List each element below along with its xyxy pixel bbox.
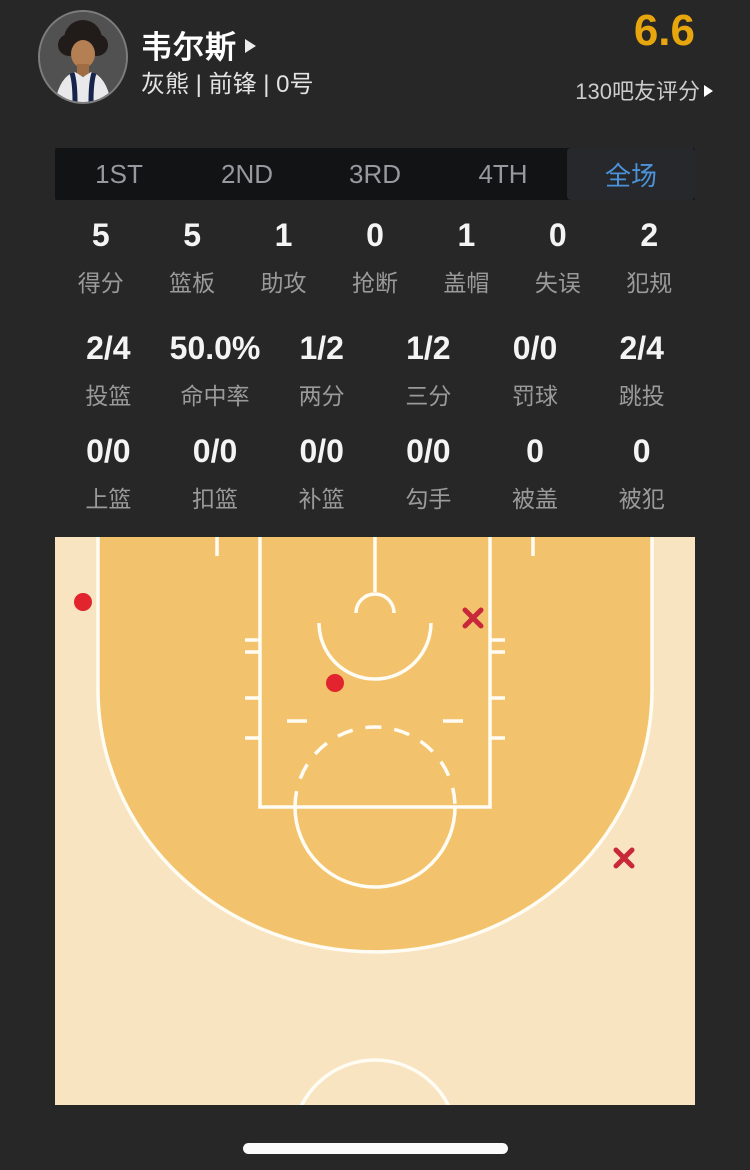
quarter-tabbar: 1ST 2ND 3RD 4TH 全场 [55,148,695,200]
stat-dunks: 0/0 扣篮 [162,434,269,514]
stat-label: 跳投 [618,383,665,409]
missed-shot-marker [613,847,635,869]
rating-votes-link[interactable]: 130吧友评分 [575,74,713,106]
stat-free-throws: 0/0 罚球 [482,331,589,411]
paint-key [258,537,492,809]
stat-label: 罚球 [512,383,559,409]
stat-points: 5 得分 [55,218,146,298]
stat-value: 0/0 [512,330,558,366]
rating-votes-label: 130吧友评分 [575,79,700,104]
stat-label: 失误 [534,270,581,296]
player-rating: 6.6 [633,6,695,55]
tab-1st[interactable]: 1ST [95,158,143,189]
lane-hash-marks [245,638,505,740]
stat-assists: 1 助攻 [238,218,329,298]
player-name-row[interactable]: 韦尔斯 [141,22,256,67]
stat-label: 被犯 [618,486,665,512]
free-throw-circle-dashed [293,725,457,808]
center-circle [299,1058,451,1105]
home-indicator[interactable] [243,1143,508,1154]
stat-label: 被盖 [512,486,559,512]
stat-value: 50.0% [169,330,261,366]
stat-label: 上篮 [85,486,132,512]
stat-fg-percent: 50.0% 命中率 [162,331,269,411]
stat-rebounds: 5 篮板 [146,218,237,298]
stat-value: 0/0 [406,433,451,469]
stat-value: 5 [183,217,202,253]
stat-value: 0/0 [86,433,131,469]
stat-value: 0/0 [299,433,344,469]
stat-label: 扣篮 [192,486,238,512]
player-photo [40,12,126,102]
stat-label: 篮板 [169,270,216,296]
stat-label: 投篮 [85,383,132,409]
stat-fouls-drawn: 0 被犯 [588,434,695,514]
stat-three-pointers: 1/2 三分 [375,331,482,411]
stat-value: 0 [366,217,384,253]
stat-turnovers: 0 失误 [512,218,603,298]
stat-hook-shots: 0/0 勾手 [375,434,482,514]
stat-field-goals: 2/4 投篮 [55,331,162,411]
shot-markers [74,593,635,869]
rim [354,592,396,614]
stat-label: 助攻 [260,270,307,296]
stat-putbacks: 0/0 补篮 [268,434,375,514]
player-team-position: 灰熊 | 前锋 | 0号 [141,71,314,98]
stat-label: 补篮 [298,486,345,512]
stat-value: 1/2 [299,330,344,366]
stat-value: 0 [632,433,651,469]
tab-full-game[interactable]: 全场 [567,148,695,200]
stats-row-shooting: 2/4 投篮 50.0% 命中率 1/2 两分 1/2 三分 0/0 罚球 2/… [55,331,695,411]
stat-value: 1 [274,217,293,253]
stat-label: 勾手 [405,486,452,512]
missed-shot-marker [462,607,484,629]
stat-fouls: 2 犯规 [604,218,695,298]
stat-value: 1/2 [406,330,451,366]
stat-label: 抢断 [351,270,398,296]
stat-label: 两分 [298,383,345,409]
stat-value: 2/4 [619,330,664,366]
shot-chart-court [55,537,695,1105]
stat-shots-blocked: 0 被盖 [482,434,589,514]
tab-4th[interactable]: 4TH [478,158,528,189]
stat-value: 5 [91,217,110,253]
stat-layups: 0/0 上篮 [55,434,162,514]
stats-row-basic: 5 得分 5 篮板 1 助攻 0 抢断 1 盖帽 0 失误 2 犯规 [55,218,695,298]
stat-value: 0 [526,433,544,469]
stats-row-shot-types: 0/0 上篮 0/0 扣篮 0/0 补篮 0/0 勾手 0 被盖 0 被犯 [55,434,695,514]
made-shot-marker [74,593,92,611]
stat-label: 三分 [405,383,452,409]
made-shot-marker [326,674,344,692]
stat-label: 得分 [77,270,124,296]
stat-two-pointers: 1/2 两分 [268,331,375,411]
player-avatar[interactable] [38,10,128,104]
tab-2nd[interactable]: 2ND [220,158,273,189]
stat-jump-shots: 2/4 跳投 [588,331,695,411]
stat-value: 2/4 [86,330,131,366]
player-name: 韦尔斯 [141,30,237,65]
free-throw-circle-solid [293,806,457,889]
stat-value: 0 [548,217,567,253]
stat-label: 命中率 [180,383,250,409]
restricted-area-arc [317,622,433,681]
tab-3rd[interactable]: 3RD [348,158,401,189]
stat-value: 2 [640,217,659,253]
chevron-right-icon [245,39,256,53]
stat-value: 0/0 [192,433,238,469]
stat-label: 盖帽 [443,270,490,296]
three-point-zone-fill [98,537,652,952]
stat-blocks: 1 盖帽 [421,218,512,298]
stat-label: 犯规 [626,270,673,296]
stat-steals: 0 抢断 [329,218,420,298]
chevron-right-icon [704,85,713,97]
stat-value: 1 [457,217,476,253]
three-point-line [96,537,654,954]
